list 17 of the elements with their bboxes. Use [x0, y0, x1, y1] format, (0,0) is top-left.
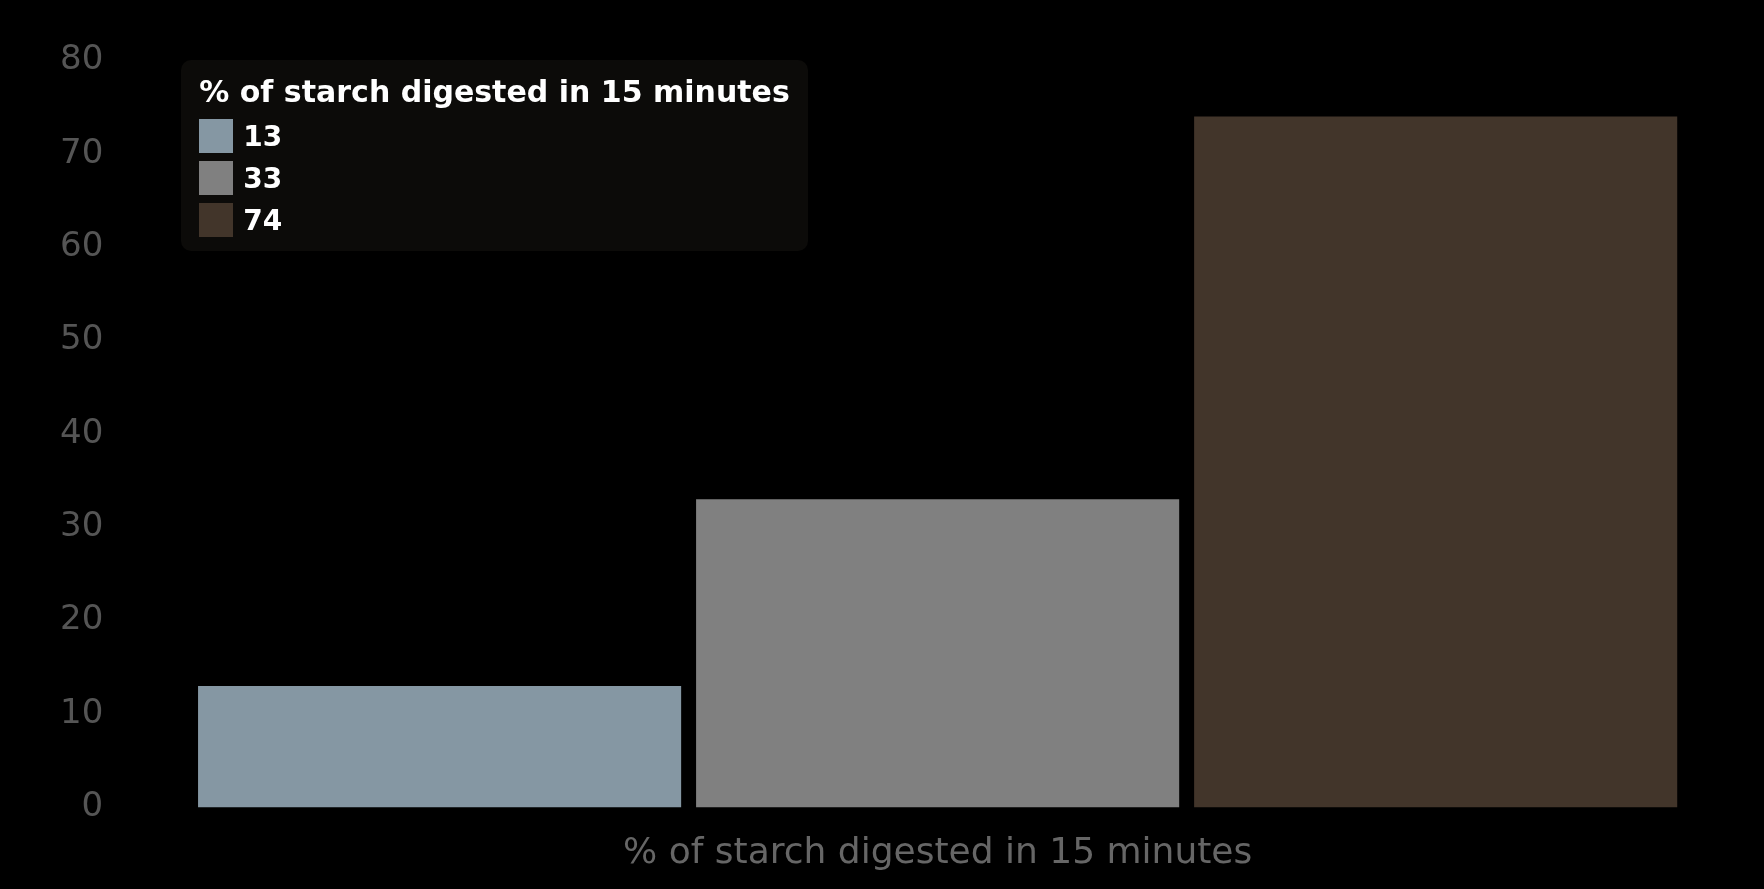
bar — [1194, 116, 1678, 808]
legend-label: 74 — [243, 203, 283, 237]
y-tick-label: 10 — [60, 690, 104, 731]
y-tick-label: 80 — [60, 37, 104, 78]
y-tick-label: 50 — [60, 317, 104, 358]
y-tick-label: 70 — [60, 130, 104, 171]
x-axis-title: % of starch digested in 15 minutes — [623, 829, 1253, 871]
y-tick-label: 20 — [60, 597, 104, 638]
legend-label: 13 — [243, 119, 283, 153]
legend-label: 33 — [243, 161, 283, 195]
y-tick-label: 0 — [81, 784, 104, 825]
legend-title: % of starch digested in 15 minutes — [199, 74, 790, 110]
y-tick-label: 40 — [60, 410, 104, 451]
y-tick-label: 60 — [60, 223, 104, 264]
y-tick-label: 30 — [60, 504, 104, 545]
bar — [696, 499, 1180, 808]
bar — [198, 686, 682, 808]
